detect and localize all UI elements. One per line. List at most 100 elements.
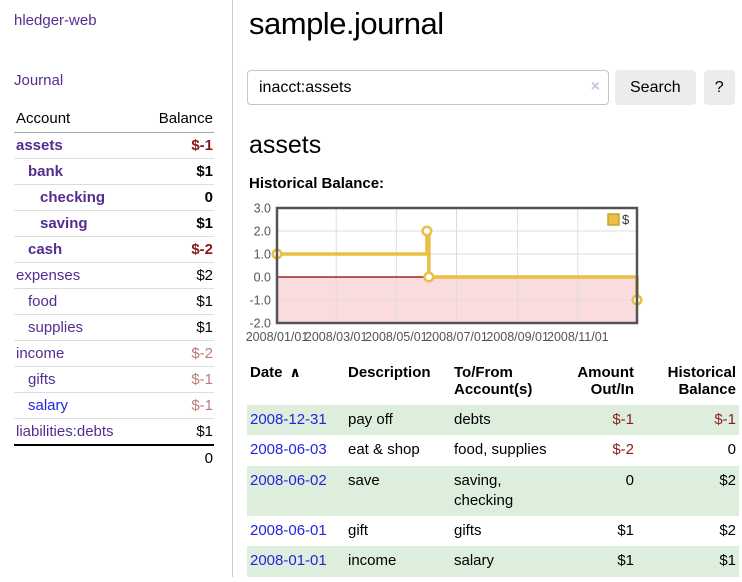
account-link[interactable]: bank: [28, 163, 64, 180]
register-col-balance: Historical Balance: [667, 364, 736, 398]
account-balance: $1: [141, 288, 214, 315]
account-balance: $-2: [141, 340, 214, 367]
account-row: gifts $-1: [14, 366, 214, 393]
svg-text:2008/05/01: 2008/05/01: [365, 330, 428, 344]
transaction-amount: $-1: [612, 411, 634, 428]
account-link[interactable]: expenses: [16, 267, 81, 284]
transaction-amount: $1: [617, 522, 634, 539]
accounts-total-row: 0: [14, 444, 214, 471]
chart-label: Historical Balance:: [249, 175, 385, 192]
brand-link[interactable]: hledger-web: [14, 12, 97, 29]
chart-container: $3.0 2.0 1.0 0.0 -1.0 -2.0 2008/01/01 2008/03/0…: [246, 201, 739, 347]
svg-text:2008/01/01: 2008/01/01: [246, 330, 309, 344]
legend-label: $: [622, 212, 630, 227]
account-balance: $1: [141, 314, 214, 341]
account-row: liabilities:debts $1: [14, 418, 214, 445]
account-balance: $-1: [141, 392, 214, 419]
register-col-amount: Amount Out/In: [577, 364, 634, 398]
svg-text:0.0: 0.0: [254, 271, 271, 285]
svg-text:-1.0: -1.0: [249, 294, 271, 308]
register-row: 2008-06-01 gift gifts $1 $2: [247, 516, 739, 546]
page-title: sample.journal: [249, 6, 444, 41]
account-row: food $1: [14, 288, 214, 315]
sort-asc-icon: ∧: [289, 364, 301, 380]
transaction-accounts: salary: [454, 552, 495, 570]
sidebar-nav: Journal: [14, 72, 214, 89]
transaction-accounts: debts: [454, 411, 491, 428]
register-col-date[interactable]: Date ∧: [250, 364, 301, 381]
account-row: assets $-1: [14, 133, 214, 159]
search-button[interactable]: Search: [615, 70, 696, 105]
balance-chart: $3.0 2.0 1.0 0.0 -1.0 -2.02008/01/012008/03/0…: [246, 202, 643, 344]
transaction-date-link[interactable]: 2008-12-31: [250, 411, 327, 428]
transaction-amount: $1: [617, 552, 634, 570]
account-balance: $-1: [191, 137, 213, 154]
account-link[interactable]: assets: [16, 137, 63, 154]
transaction-accounts: gifts: [454, 522, 482, 539]
transaction-balance: $2: [719, 522, 736, 539]
register-body: 2008-12-31 pay off debts $-1 $-1 2008-06-03 ea…: [247, 405, 739, 577]
accounts-total-value: 0: [141, 444, 214, 471]
account-row: saving $1: [14, 210, 214, 237]
account-balance: $1: [141, 158, 214, 185]
transaction-balance: $1: [719, 552, 736, 570]
sidebar-item-journal[interactable]: Journal: [14, 72, 64, 89]
account-title: assets: [249, 131, 322, 159]
account-link[interactable]: liabilities:debts: [16, 423, 114, 440]
transaction-accounts: saving, checking: [454, 471, 514, 509]
account-balance: $-2: [141, 236, 214, 263]
svg-text:2.0: 2.0: [254, 225, 271, 239]
transaction-accounts: food, supplies: [454, 441, 547, 459]
register-row: 2008-01-01 income salary $1 $1: [247, 546, 739, 577]
account-row: bank $1: [14, 158, 214, 185]
account-link[interactable]: salary: [28, 397, 69, 414]
account-balance: 0: [141, 184, 214, 211]
account-link[interactable]: food: [28, 293, 58, 310]
account-link[interactable]: cash: [28, 241, 63, 258]
transaction-balance: 0: [727, 441, 736, 459]
svg-text:3.0: 3.0: [254, 202, 271, 216]
help-button[interactable]: ?: [703, 70, 735, 105]
transaction-amount: $-2: [612, 441, 634, 459]
transaction-description: pay off: [348, 411, 393, 428]
svg-text:1.0: 1.0: [254, 248, 271, 262]
account-link[interactable]: gifts: [28, 371, 56, 388]
register-col-description: Description: [348, 364, 431, 381]
account-balance: $1: [141, 210, 214, 237]
account-row: checking 0: [14, 184, 214, 211]
search-input[interactable]: [247, 70, 609, 105]
main-panel: sample.journal × Search ? assets Histori…: [233, 0, 742, 577]
svg-text:2008/07/01: 2008/07/01: [425, 330, 488, 344]
accounts-col-account: Account: [14, 106, 141, 133]
transaction-date-link[interactable]: 2008-01-01: [250, 552, 327, 570]
register-row: 2008-06-02 save saving, checking 0 $2: [247, 465, 739, 516]
transaction-date-link[interactable]: 2008-06-03: [250, 441, 327, 459]
transaction-balance: $-1: [714, 411, 736, 428]
transaction-description: save: [348, 471, 380, 489]
register-col-accounts: To/From Account(s): [454, 364, 533, 398]
account-balance: $2: [141, 262, 214, 289]
transaction-description: eat & shop: [348, 441, 420, 459]
accounts-table: Account Balance assets $-1 bank $1 checking 0…: [14, 106, 214, 471]
sidebar: hledger-web Journal Account Balance asse…: [0, 0, 233, 577]
account-row: salary $-1: [14, 392, 214, 419]
legend-swatch: [607, 213, 620, 226]
account-link[interactable]: supplies: [28, 319, 84, 336]
account-balance: $-1: [141, 366, 214, 393]
account-link[interactable]: income: [16, 345, 65, 362]
search-bar: × Search ?: [247, 70, 739, 105]
register-table: Date ∧ Description To/From Account(s) Amo…: [247, 362, 739, 577]
register-row: 2008-06-03 eat & shop food, supplies $-2 0: [247, 435, 739, 465]
clear-search-icon[interactable]: ×: [590, 78, 600, 95]
svg-text:-2.0: -2.0: [249, 317, 271, 331]
accounts-col-balance: Balance: [141, 106, 214, 133]
account-link[interactable]: checking: [40, 189, 106, 206]
transaction-amount: 0: [625, 471, 634, 489]
svg-text:2008/03/01: 2008/03/01: [305, 330, 368, 344]
register-row: 2008-12-31 pay off debts $-1 $-1: [247, 405, 739, 436]
transaction-date-link[interactable]: 2008-06-01: [250, 522, 327, 539]
transaction-date-link[interactable]: 2008-06-02: [250, 471, 327, 489]
account-link[interactable]: saving: [40, 215, 88, 232]
transaction-description: income: [348, 552, 397, 570]
